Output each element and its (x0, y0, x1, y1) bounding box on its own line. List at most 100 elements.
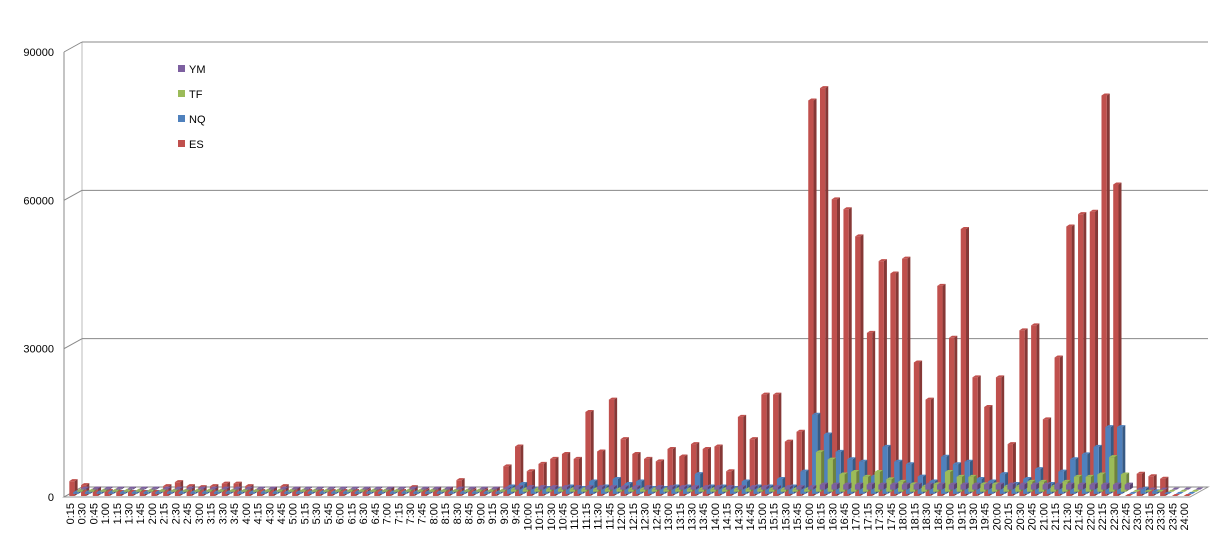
bar (1097, 474, 1103, 492)
bar-top (643, 485, 653, 488)
bar-side (262, 486, 266, 490)
x-tick-label: 7:15 (393, 503, 405, 524)
bar (882, 446, 888, 494)
bar (843, 209, 849, 496)
bar-top (694, 472, 704, 475)
bar-top (988, 479, 997, 482)
bar-top (162, 486, 172, 489)
bar-side (402, 486, 406, 490)
bar-side (414, 486, 418, 490)
bar (452, 490, 458, 492)
bar (1027, 481, 1033, 492)
x-tick-label: 21:30 (1062, 503, 1074, 531)
bar-top (1152, 489, 1161, 492)
bar-side (942, 283, 946, 496)
bar (772, 487, 779, 490)
bar (765, 486, 771, 494)
x-tick-label: 0:30 (77, 503, 89, 524)
bar (655, 461, 662, 496)
bar-top (350, 486, 359, 489)
bar (213, 492, 220, 494)
bar-top (80, 486, 90, 489)
bar-side (1012, 482, 1016, 490)
bar (737, 487, 743, 490)
bar-side (918, 482, 922, 490)
bar-side (613, 485, 617, 490)
bar-side (355, 486, 359, 490)
bar (608, 399, 615, 496)
x-tick-label: 4:45 (276, 503, 288, 524)
bar (268, 488, 274, 496)
bar-side (836, 482, 840, 490)
bar-side (179, 486, 183, 490)
bar-top (808, 485, 817, 488)
bar-top (968, 474, 977, 477)
x-tick-label: 5:15 (299, 503, 311, 524)
bar (577, 487, 583, 494)
bar-top (596, 485, 606, 488)
bar (753, 486, 759, 494)
bar (421, 490, 427, 496)
bar (210, 486, 216, 496)
bar-side (942, 482, 946, 490)
bar-top (303, 486, 312, 489)
bar (808, 487, 814, 490)
bar (303, 488, 309, 490)
x-tick-label: 10:00 (522, 503, 534, 531)
bar (491, 488, 497, 490)
bar-top (843, 482, 852, 485)
x-tick-label: 13:30 (687, 503, 699, 531)
bar-top (507, 484, 516, 487)
bar-top (608, 397, 618, 400)
bar-side (86, 486, 90, 490)
bar-top (1089, 209, 1099, 212)
bar-side (590, 409, 594, 496)
bar (1007, 444, 1013, 496)
x-tick-label: 8:00 (428, 503, 440, 524)
bar-top (503, 486, 512, 489)
bar-top (127, 486, 136, 489)
bar (678, 487, 685, 490)
bar-side (965, 482, 969, 490)
x-tick-label: 18:15 (909, 503, 921, 531)
bar (761, 394, 767, 496)
bar-top (843, 207, 852, 210)
bar-side (872, 330, 876, 496)
bar (342, 492, 349, 494)
bar (815, 452, 822, 492)
bar (901, 484, 908, 490)
bar-top (374, 486, 383, 489)
bar-top (949, 335, 958, 338)
bar-top (573, 456, 582, 459)
bar (620, 487, 626, 490)
bar (487, 490, 493, 492)
bar (464, 490, 470, 492)
bar-top (280, 486, 289, 489)
bar (315, 491, 321, 496)
bar-top (726, 469, 735, 472)
bar (252, 490, 259, 492)
x-tick-label: 7:30 (405, 503, 417, 524)
bar (475, 490, 482, 492)
bar (1066, 226, 1072, 496)
bar-top (678, 485, 688, 488)
bar-top (515, 444, 524, 447)
bar (479, 488, 485, 490)
bar (639, 489, 646, 492)
x-tick-label: 22:45 (1120, 503, 1132, 531)
bar-top (620, 437, 629, 440)
bar (561, 453, 568, 496)
x-tick-label: 19:45 (980, 503, 992, 531)
bar (288, 490, 294, 492)
bar-top (902, 256, 911, 259)
bar (937, 484, 943, 490)
bar (718, 486, 724, 494)
bar-side (707, 447, 711, 496)
bar-side (602, 485, 606, 490)
bar (800, 471, 806, 494)
bar-top (847, 457, 856, 460)
bar-top (1183, 487, 1192, 490)
bar (960, 229, 967, 496)
bar-top (1113, 182, 1122, 185)
bar (616, 489, 622, 492)
